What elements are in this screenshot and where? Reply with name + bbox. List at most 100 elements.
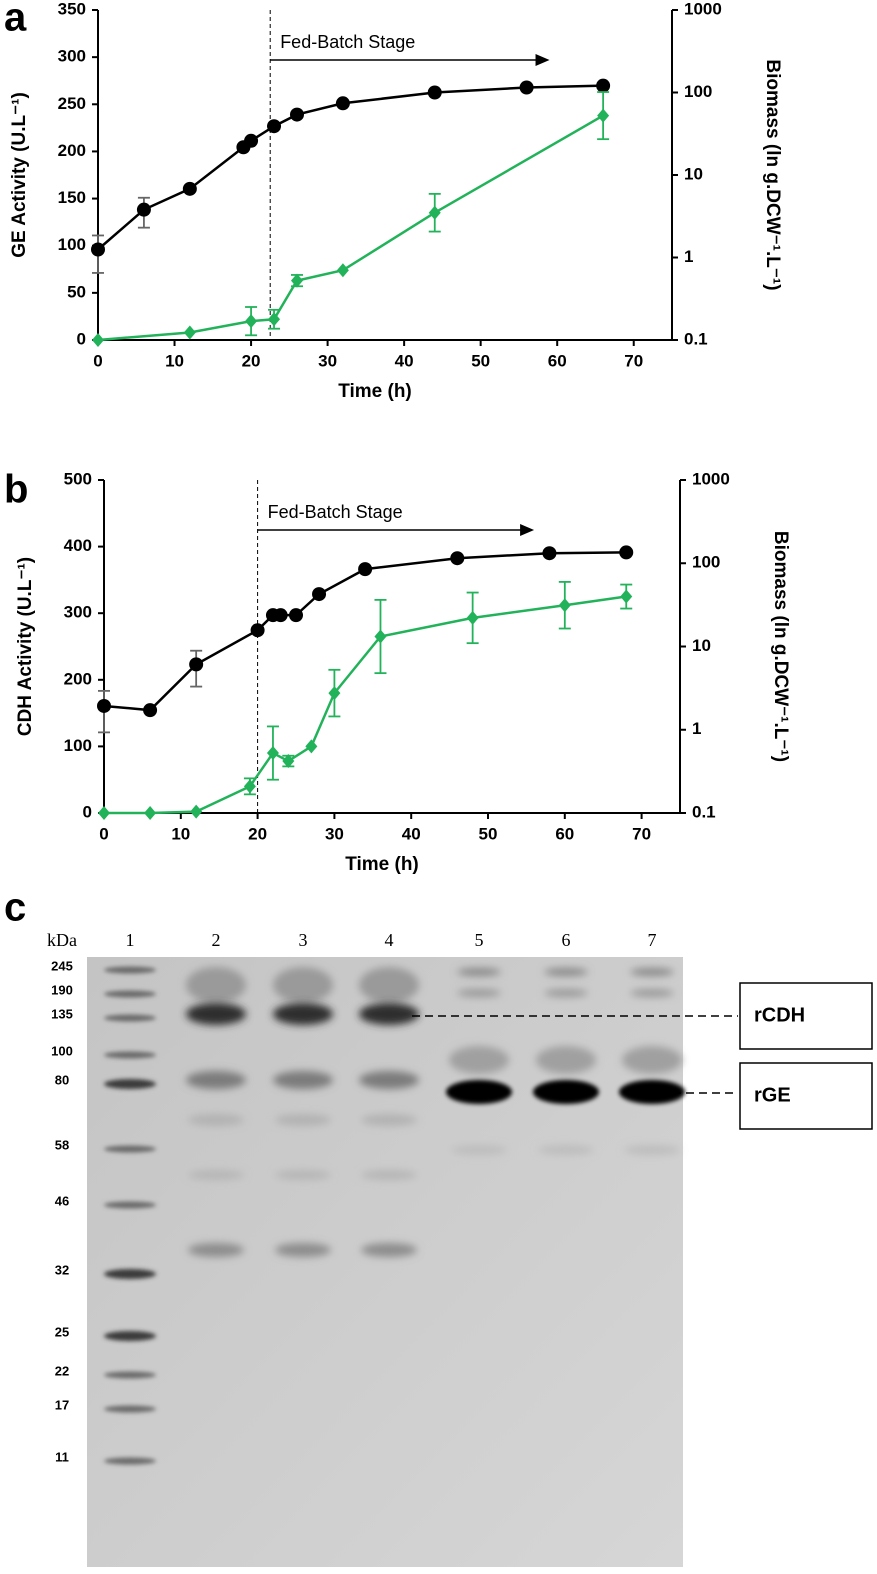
data-point (266, 746, 279, 761)
marker-label: 245 (51, 958, 73, 973)
data-point (335, 96, 350, 111)
y-tick-label: 350 (58, 0, 86, 18)
gel-band (273, 1003, 333, 1025)
data-point (312, 587, 327, 602)
data-point (597, 108, 610, 123)
data-point (305, 739, 318, 754)
marker-label: 58 (55, 1137, 69, 1152)
gel-band (275, 1114, 331, 1126)
x-tick-label: 70 (624, 351, 643, 370)
y2-tick-label: 1000 (684, 0, 722, 18)
data-point (143, 703, 158, 718)
x-tick-label: 20 (242, 351, 261, 370)
annotation-text: Fed-Batch Stage (280, 32, 415, 52)
lane-label: 3 (299, 930, 308, 950)
y2-tick-label: 1000 (692, 469, 730, 488)
marker-label: 22 (55, 1363, 69, 1378)
gel-band (619, 1080, 685, 1104)
ladder-band (104, 1371, 156, 1379)
series-line (97, 114, 604, 342)
gel-band (533, 1080, 599, 1104)
data-point (358, 562, 373, 577)
y2-tick-label: 0.1 (692, 802, 716, 821)
annotation-box (739, 1062, 873, 1130)
gel-band (544, 968, 588, 976)
ladder-band (104, 1079, 156, 1089)
gel-band (275, 1170, 331, 1180)
y-tick-label: 250 (58, 94, 86, 113)
gel-band (188, 1170, 244, 1180)
marker-label: 80 (55, 1072, 69, 1087)
gel-band (446, 1080, 512, 1104)
ladder-band (104, 1457, 156, 1465)
y-axis-title: CDH Activity (U.L⁻¹) (15, 557, 36, 736)
annotation-text: Fed-Batch Stage (268, 502, 403, 522)
x-tick-label: 10 (165, 351, 184, 370)
y-tick-label: 500 (64, 469, 92, 488)
data-point (136, 202, 151, 217)
gel-band (544, 989, 588, 997)
data-point (428, 205, 441, 220)
gel-band (457, 968, 501, 976)
data-point (97, 698, 111, 713)
data-point (183, 325, 196, 340)
data-point (91, 242, 105, 257)
x-tick-label: 40 (395, 351, 414, 370)
arrow-head (520, 524, 535, 536)
marker-label: 17 (55, 1397, 69, 1412)
ladder-band (104, 1201, 156, 1209)
ladder-band (104, 1051, 156, 1059)
data-point (243, 779, 256, 794)
gel-band (449, 1046, 509, 1074)
data-point (542, 546, 557, 561)
ladder-band (104, 1014, 156, 1022)
data-point (336, 263, 349, 278)
lane-label: 5 (475, 930, 484, 950)
gel-band (273, 967, 333, 1003)
data-point (250, 623, 265, 638)
x-tick-label: 30 (325, 824, 344, 843)
series-line (103, 551, 627, 712)
gel-band (186, 967, 246, 1003)
series-line (97, 84, 604, 251)
gel-band (624, 1145, 680, 1155)
panel-label: b (4, 468, 28, 512)
y2-tick-label: 10 (692, 636, 711, 655)
x-axis-title: Time (h) (345, 854, 419, 875)
data-point (190, 804, 203, 819)
annotation-label: rGE (754, 1084, 791, 1106)
y-tick-label: 200 (64, 669, 92, 688)
gel-band (457, 989, 501, 997)
annotation-label: rCDH (754, 1004, 805, 1026)
data-point (144, 806, 157, 820)
gel-band (451, 1145, 507, 1155)
data-point (450, 551, 465, 566)
data-point (328, 686, 341, 701)
y-tick-label: 0 (77, 329, 86, 348)
gel-band (275, 1243, 331, 1257)
y2-tick-label: 0.1 (684, 329, 708, 348)
marker-label: 11 (55, 1449, 69, 1464)
gel-band (538, 1145, 594, 1155)
gel-band (188, 1243, 244, 1257)
x-tick-label: 50 (479, 824, 498, 843)
data-point (289, 608, 303, 623)
gel-band (630, 989, 674, 997)
lane-label: 2 (212, 930, 221, 950)
data-point (267, 119, 282, 134)
y2-tick-label: 1 (684, 247, 693, 266)
lane-label: 7 (648, 930, 657, 950)
data-point (182, 181, 197, 196)
y2-axis-title: Biomass (ln g.DCW⁻¹.L⁻¹) (770, 531, 791, 762)
panel-label: c (4, 886, 26, 930)
gel-bands (104, 966, 685, 1465)
marker-label: 135 (51, 1006, 73, 1021)
y-tick-label: 50 (67, 282, 86, 301)
marker-label: 46 (55, 1193, 69, 1208)
y2-axis-title: Biomass (ln g.DCW⁻¹.L⁻¹) (762, 59, 783, 290)
y-tick-label: 100 (58, 235, 86, 254)
x-tick-label: 40 (402, 824, 421, 843)
x-tick-label: 60 (548, 351, 567, 370)
arrow-head (535, 54, 550, 66)
